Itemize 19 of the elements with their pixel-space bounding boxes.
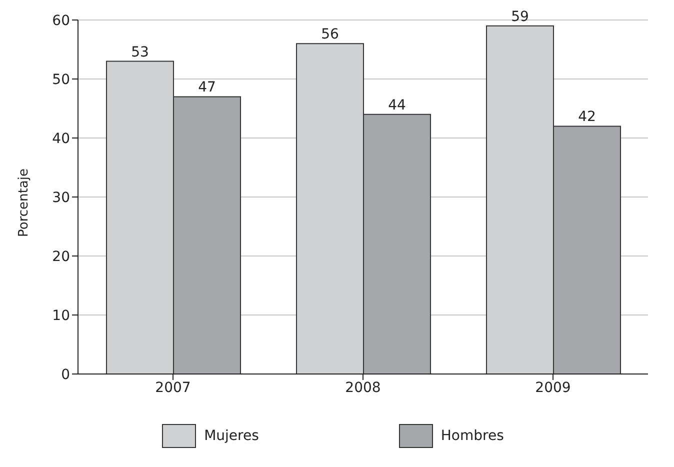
data-label: 56 <box>321 26 339 43</box>
y-tick-label: 40 <box>52 130 70 147</box>
legend-label: Mujeres <box>204 428 259 444</box>
y-axis-title: Porcentaje <box>16 168 32 237</box>
legend-label: Hombres <box>440 428 504 444</box>
data-label: 42 <box>578 109 596 126</box>
x-tick-label: 2007 <box>155 380 191 396</box>
y-tick-label: 10 <box>52 308 70 324</box>
data-label: 59 <box>511 8 529 25</box>
y-tick-label: 50 <box>52 72 70 88</box>
x-tick-label: 2009 <box>535 380 571 396</box>
data-label: 47 <box>198 80 216 96</box>
y-tick-label: 20 <box>52 248 70 265</box>
data-label: 53 <box>131 44 149 60</box>
y-tick-label: 60 <box>52 12 70 29</box>
y-tick-label: 0 <box>61 366 70 383</box>
y-tick-label: 30 <box>52 190 70 206</box>
x-tick-label: 2008 <box>345 380 381 396</box>
data-label: 44 <box>388 97 406 114</box>
